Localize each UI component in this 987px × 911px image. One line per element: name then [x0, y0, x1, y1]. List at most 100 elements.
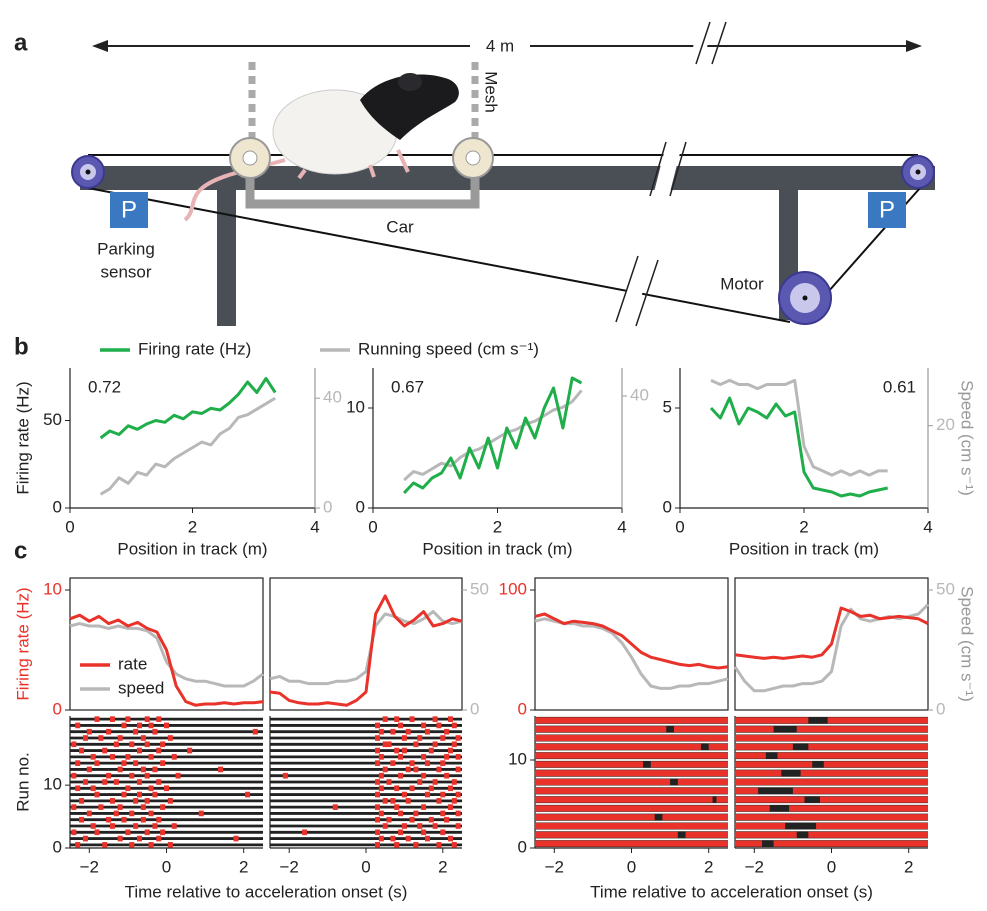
spike	[160, 804, 165, 810]
y-axis-label: Firing rate (Hz)	[13, 381, 32, 494]
spike	[421, 804, 426, 810]
spike	[71, 741, 76, 747]
spike	[152, 792, 157, 798]
spike	[160, 741, 165, 747]
spike-band	[774, 841, 928, 847]
spike	[133, 760, 138, 766]
spike	[444, 754, 449, 760]
y2-tick-label: 40	[630, 385, 649, 404]
spike	[456, 735, 461, 741]
spike	[218, 767, 223, 773]
spike	[429, 785, 434, 791]
legend-label: Firing rate (Hz)	[138, 339, 251, 358]
spike	[156, 716, 161, 722]
spike	[448, 785, 453, 791]
spike	[375, 817, 380, 823]
spike	[114, 779, 119, 785]
spike	[110, 754, 115, 760]
spike	[413, 811, 418, 817]
spike	[398, 773, 403, 779]
spike	[122, 723, 127, 729]
spike	[410, 760, 415, 766]
spike	[75, 723, 80, 729]
spike	[114, 811, 119, 817]
x-axis-label: Position in track (m)	[117, 539, 267, 558]
spike	[448, 836, 453, 842]
spike-band	[735, 717, 808, 723]
panel-label: b	[14, 333, 29, 360]
y2-tick-label: 0	[470, 699, 479, 718]
spike	[433, 741, 438, 747]
spike	[137, 723, 142, 729]
spike	[122, 792, 127, 798]
spike	[402, 735, 407, 741]
correlation-label: 0.72	[88, 377, 121, 396]
spike	[145, 716, 150, 722]
spike	[98, 735, 103, 741]
spike	[176, 773, 181, 779]
spike	[456, 754, 461, 760]
spike	[402, 823, 407, 829]
spike	[390, 760, 395, 766]
spike	[379, 729, 384, 735]
spike	[387, 779, 392, 785]
spike	[95, 792, 100, 798]
spike	[152, 767, 157, 773]
spike	[91, 785, 96, 791]
x-tick-label: 2	[904, 857, 913, 876]
spike	[102, 748, 107, 754]
spike-band	[651, 761, 728, 767]
spike	[379, 773, 384, 779]
x-axis-label: Position in track (m)	[422, 539, 572, 558]
spike	[253, 729, 258, 735]
spike	[149, 811, 154, 817]
spike	[452, 842, 457, 848]
spike-band	[820, 797, 928, 803]
spike-band	[535, 753, 728, 759]
y-tick-label: 0	[518, 837, 527, 856]
spike	[375, 748, 380, 754]
spike	[444, 773, 449, 779]
car-wheel-hub	[243, 151, 257, 165]
spike	[125, 785, 130, 791]
y-axis-label: Firing rate (Hz)	[13, 587, 32, 700]
series-line	[735, 608, 928, 658]
spike-band	[735, 788, 758, 794]
x-tick-label: 0	[675, 517, 684, 536]
x-tick-label: 4	[310, 517, 319, 536]
spike-band	[735, 735, 928, 741]
spike	[156, 817, 161, 823]
spike	[436, 798, 441, 804]
spike	[168, 798, 173, 804]
spike-band	[535, 788, 728, 794]
spike	[129, 741, 134, 747]
y2-tick-label: 20	[936, 415, 955, 434]
spike	[375, 804, 380, 810]
spike	[149, 754, 154, 760]
spike	[410, 817, 415, 823]
series-line	[270, 612, 462, 684]
spike	[398, 811, 403, 817]
parking-mark: P	[121, 196, 137, 223]
spike	[102, 842, 107, 848]
spike	[394, 748, 399, 754]
spike	[122, 817, 127, 823]
spike-band	[678, 779, 728, 785]
spike-band	[808, 832, 928, 838]
spike-band	[735, 814, 928, 820]
spike	[160, 829, 165, 835]
panel-label: c	[14, 537, 27, 564]
spike-band	[828, 717, 928, 723]
x-tick-label: 0	[361, 857, 370, 876]
spike	[379, 836, 384, 842]
spike	[375, 760, 380, 766]
x-tick-label: 2	[493, 517, 502, 536]
spike	[433, 779, 438, 785]
spike	[233, 836, 238, 842]
spike-band	[674, 726, 728, 732]
x-tick-label: −2	[545, 857, 564, 876]
spike	[375, 792, 380, 798]
spike	[433, 823, 438, 829]
spike	[436, 842, 441, 848]
spike	[433, 716, 438, 722]
